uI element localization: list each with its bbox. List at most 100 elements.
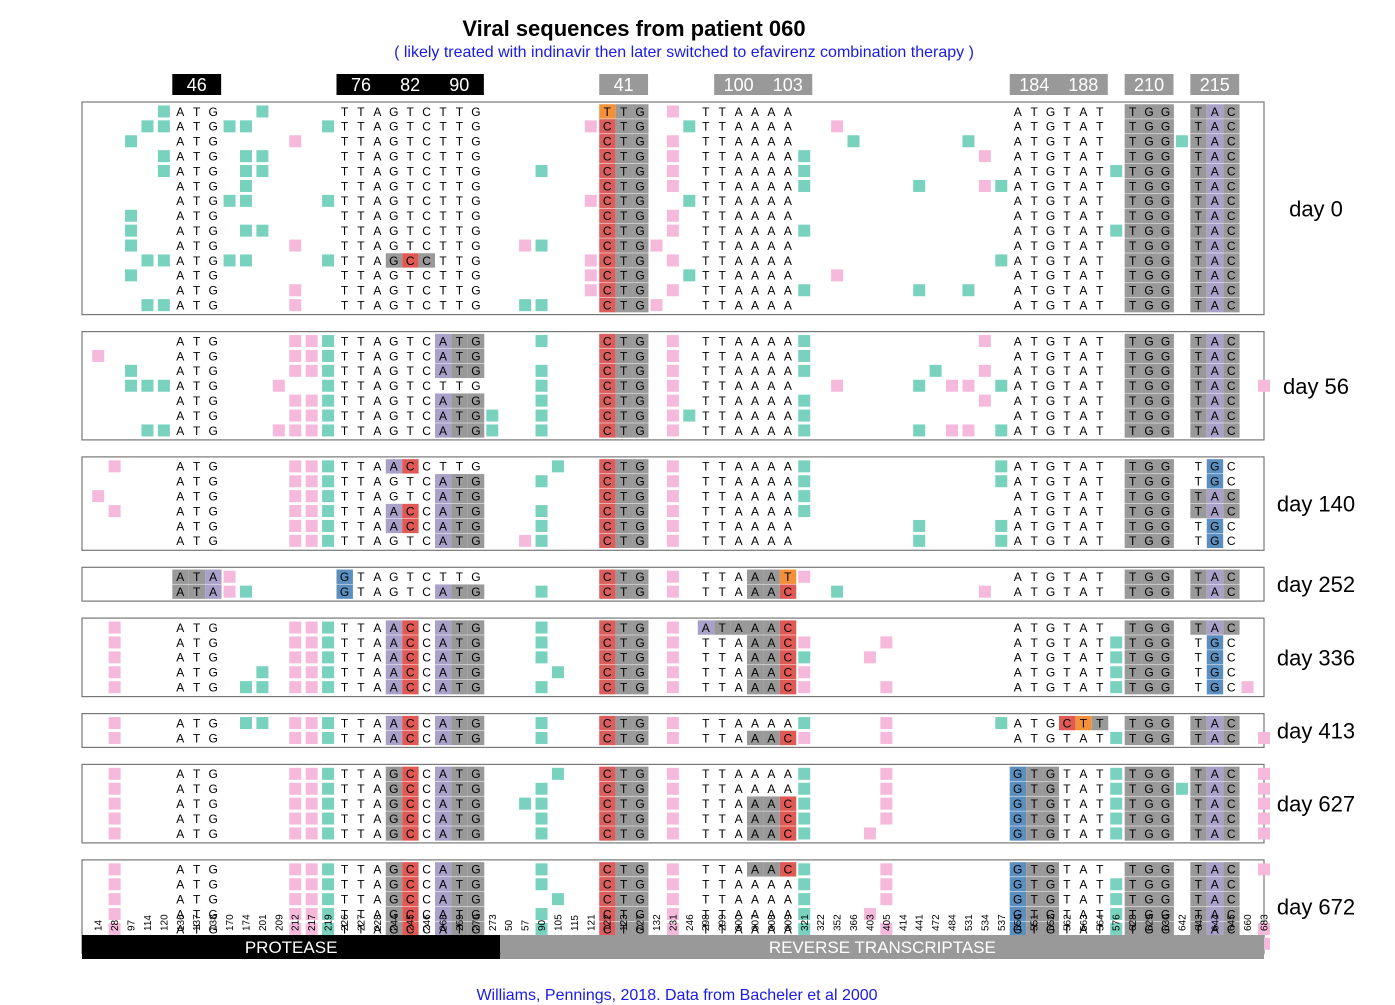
teal-mark [125, 135, 138, 148]
highlight-cell [632, 584, 649, 599]
nucleotide: T [439, 570, 447, 584]
day-label: day 0 [1289, 196, 1343, 221]
highlight-cell [336, 569, 353, 584]
nucleotide: T [193, 878, 201, 892]
x-tick-label: 245 [406, 914, 417, 931]
nucleotide: G [1161, 863, 1170, 877]
pink-mark [666, 878, 679, 891]
highlight-cell [615, 163, 633, 179]
nucleotide: G [208, 519, 217, 533]
nucleotide: T [193, 149, 201, 163]
nucleotide: T [341, 105, 349, 119]
nucleotide: A [1014, 519, 1022, 533]
nucleotide: A [767, 105, 775, 119]
nucleotide: G [1046, 254, 1055, 268]
nucleotide: T [1063, 731, 1071, 745]
highlight-cell [1124, 459, 1142, 474]
nucleotide: G [471, 298, 480, 312]
pink-mark [798, 636, 811, 649]
nucleotide: A [373, 239, 381, 253]
highlight-cell [467, 715, 485, 731]
nucleotide: A [373, 767, 381, 781]
pink-mark [305, 731, 318, 744]
pink-mark [289, 863, 302, 876]
nucleotide: T [718, 767, 726, 781]
nucleotide: T [357, 636, 365, 650]
nucleotide: A [373, 585, 381, 599]
nucleotide: A [439, 519, 447, 533]
nucleotide: A [373, 731, 381, 745]
nucleotide: G [635, 149, 644, 163]
teal-mark [322, 335, 335, 348]
highlight-cell [467, 826, 485, 841]
nucleotide: A [784, 475, 792, 489]
highlight-cell [779, 679, 797, 695]
highlight-cell [1223, 333, 1240, 349]
nucleotide: G [1161, 731, 1170, 745]
nucleotide: T [1030, 666, 1038, 680]
pink-mark [289, 666, 302, 679]
nucleotide: C [784, 680, 793, 694]
nucleotide: T [620, 334, 628, 348]
highlight-cell [632, 518, 649, 534]
teal-mark [157, 424, 170, 437]
highlight-cell [1124, 730, 1142, 746]
nucleotide: A [1014, 636, 1022, 650]
pink-mark [1258, 797, 1271, 810]
teal-mark [322, 490, 335, 503]
nucleotide: G [1144, 666, 1153, 680]
nucleotide: G [208, 149, 217, 163]
nucleotide: A [702, 621, 710, 635]
nucleotide: T [1129, 636, 1137, 650]
nucleotide: A [176, 424, 184, 438]
position-labels: 46 76 82 90 41 100 103 184 188 210 215 [172, 74, 1240, 95]
nucleotide: T [1129, 424, 1137, 438]
teal-mark [913, 284, 926, 297]
nucleotide: T [1096, 409, 1104, 423]
highlight-cell [632, 650, 649, 665]
nucleotide: G [471, 460, 480, 474]
nucleotide: G [1046, 570, 1055, 584]
nucleotide: G [1144, 878, 1153, 892]
highlight-cell [402, 253, 419, 268]
teal-mark [535, 878, 548, 891]
highlight-cell [1124, 679, 1142, 695]
pink-mark [289, 349, 302, 362]
nucleotide: A [751, 364, 759, 378]
x-tick-label: 217 [307, 914, 318, 931]
nucleotide: T [407, 269, 415, 283]
nucleotide: C [422, 394, 431, 408]
nucleotide: T [193, 827, 201, 841]
teal-mark [256, 717, 269, 730]
nucleotide: A [751, 149, 759, 163]
nucleotide: A [1014, 394, 1022, 408]
teal-mark [535, 827, 548, 840]
highlight-cell [1223, 348, 1240, 364]
highlight-cell [615, 730, 633, 746]
nucleotide: T [1063, 284, 1071, 298]
x-tick-label: 273 [488, 914, 499, 931]
nucleotide: G [389, 585, 398, 599]
highlight-cell [615, 378, 633, 393]
pink-mark [666, 636, 679, 649]
nucleotide: G [1161, 680, 1170, 694]
highlight-cell [451, 488, 468, 504]
pink-mark [1241, 681, 1254, 694]
highlight-cell [599, 474, 616, 489]
nucleotide: G [208, 254, 217, 268]
highlight-cell [599, 163, 616, 179]
nucleotide: A [767, 519, 775, 533]
highlight-cell [1026, 766, 1043, 782]
nucleotide: G [635, 797, 644, 811]
highlight-cell [779, 650, 797, 665]
highlight-cell [632, 333, 649, 349]
nucleotide: T [1129, 666, 1137, 680]
nucleotide: C [1227, 364, 1236, 378]
pink-mark [666, 570, 679, 583]
nucleotide: T [702, 105, 710, 119]
nucleotide: A [767, 269, 775, 283]
nucleotide: A [373, 269, 381, 283]
x-tick-label: 174 [241, 914, 252, 931]
highlight-cell [615, 665, 633, 680]
